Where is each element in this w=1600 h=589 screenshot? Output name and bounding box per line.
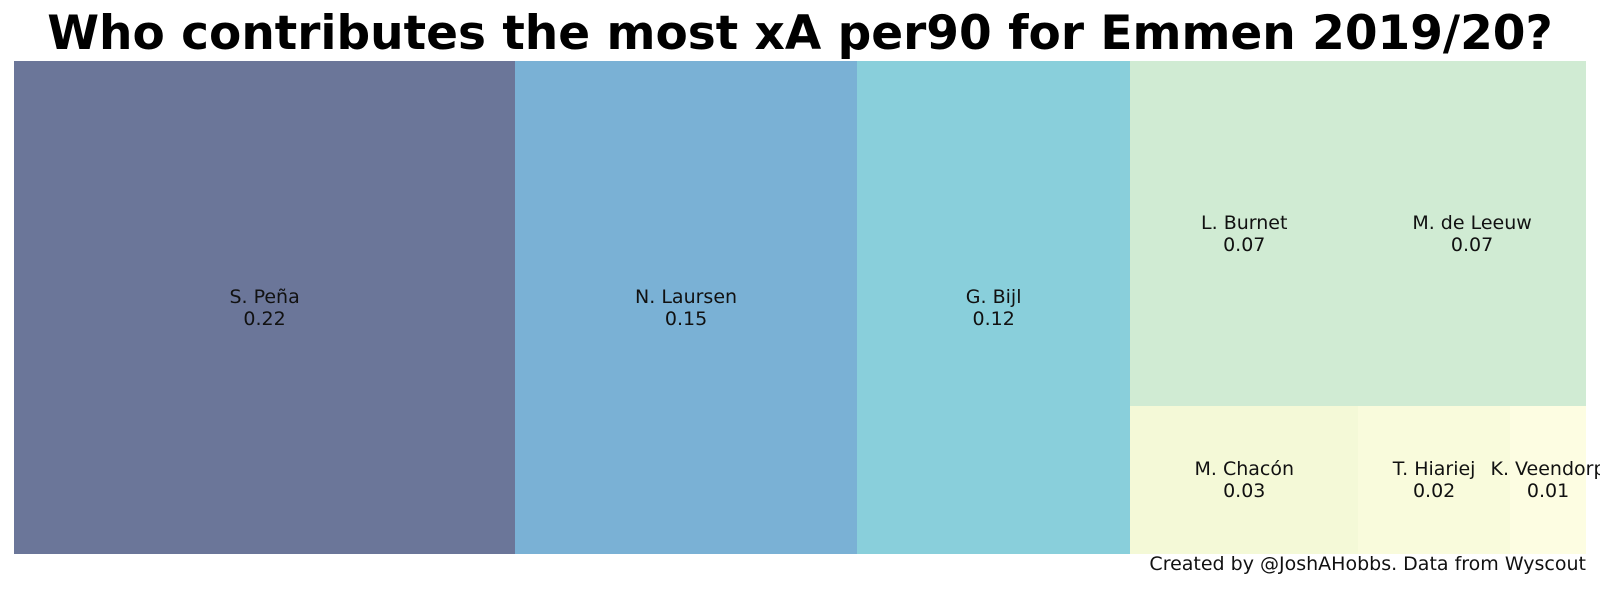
xa-value: 0.15 — [664, 307, 708, 330]
treemap-cell-g-bijl: G. Bijl 0.12 — [856, 61, 1131, 554]
treemap-label-t-hiariej: T. Hiariej 0.02 — [1393, 458, 1476, 502]
player-name: M. Chacón — [1194, 458, 1295, 481]
player-name: S. Peña — [229, 285, 300, 308]
treemap-cell-n-laursen: N. Laursen 0.15 — [515, 61, 857, 554]
treemap-label-g-bijl: G. Bijl 0.12 — [966, 286, 1022, 330]
player-name: K. Veendorp — [1490, 458, 1600, 481]
chart-title: Who contributes the most xA per90 for Em… — [47, 6, 1553, 61]
xa-value: 0.07 — [1223, 233, 1266, 256]
treemap-label-m-de-leeuw: M. de Leeuw 0.07 — [1412, 212, 1531, 256]
player-name: L. Burnet — [1201, 211, 1288, 234]
xa-value: 0.22 — [243, 307, 286, 330]
treemap: S. Peña 0.22 N. Laursen 0.15 G. Bijl 0.12 L. B… — [14, 61, 1600, 554]
credit-text: Created by @JoshAHobbs. Data from Wyscou… — [1149, 553, 1586, 575]
player-name: N. Laursen — [635, 285, 738, 308]
treemap-label-k-veendorp: K. Veendorp 0.01 — [1490, 458, 1600, 502]
xa-value: 0.03 — [1223, 480, 1266, 503]
treemap-label-l-burnet: L. Burnet 0.07 — [1201, 212, 1287, 256]
treemap-cell-s-pena: S. Peña 0.22 — [14, 61, 516, 554]
player-name: T. Hiariej — [1392, 458, 1476, 481]
treemap-cell-k-veendorp: K. Veendorp 0.01 — [1490, 406, 1600, 554]
treemap-label-s-pena: S. Peña 0.22 — [229, 286, 299, 330]
xa-value: 0.12 — [972, 307, 1015, 330]
xa-value: 0.07 — [1450, 233, 1494, 256]
treemap-cell-m-de-leeuw: M. de Leeuw 0.07 — [1358, 61, 1586, 407]
treemap-label-m-chacon: M. Chacón 0.03 — [1194, 458, 1294, 502]
treemap-label-n-laursen: N. Laursen 0.15 — [635, 286, 737, 330]
treemap-cell-t-hiariej: T. Hiariej 0.02 — [1358, 406, 1511, 554]
treemap-cell-m-chacon: M. Chacón 0.03 — [1130, 406, 1359, 554]
xa-value: 0.01 — [1526, 480, 1570, 503]
treemap-cell-l-burnet: L. Burnet 0.07 — [1130, 61, 1359, 407]
xa-value: 0.02 — [1412, 480, 1456, 503]
player-name: M. de Leeuw — [1412, 211, 1532, 234]
player-name: G. Bijl — [965, 285, 1022, 308]
